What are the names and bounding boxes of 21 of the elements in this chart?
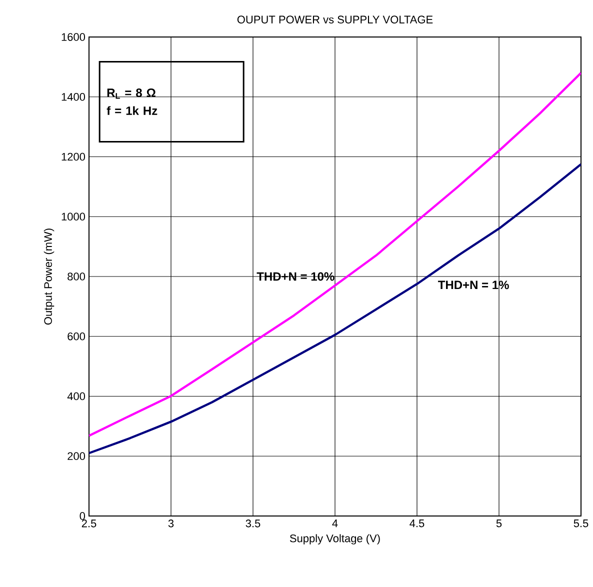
y-tick-label: 600: [68, 332, 86, 340]
x-tick-label: 3: [168, 520, 174, 528]
y-tick-label: 200: [68, 452, 86, 460]
y-tick-label: 1000: [62, 212, 86, 221]
x-axis-title: Supply Voltage (V): [290, 534, 380, 544]
x-tick-label: 5.5: [574, 520, 588, 528]
x-tick-label: 4: [332, 520, 338, 528]
y-tick-label: 400: [67, 392, 86, 400]
x-tick-label: 3.5: [246, 520, 260, 528]
annotation: f = 1k Hz: [106, 106, 158, 115]
y-tick-label: 1400: [62, 92, 86, 101]
y-axis-title: Output Power (mW): [44, 228, 54, 325]
y-tick-label: 0: [80, 512, 86, 520]
chart-title: OUPUT POWER vs SUPPLY VOLTAGE: [237, 16, 433, 24]
y-tick-label: 1200: [62, 152, 86, 161]
series-label: THD+N = 10%: [256, 272, 334, 281]
y-tick-label: 1600: [62, 33, 86, 41]
x-tick-label: 2.5: [82, 520, 96, 528]
x-tick-label: 5: [496, 520, 502, 528]
x-tick-label: 4.5: [410, 520, 424, 528]
y-tick-label: 800: [68, 272, 86, 280]
